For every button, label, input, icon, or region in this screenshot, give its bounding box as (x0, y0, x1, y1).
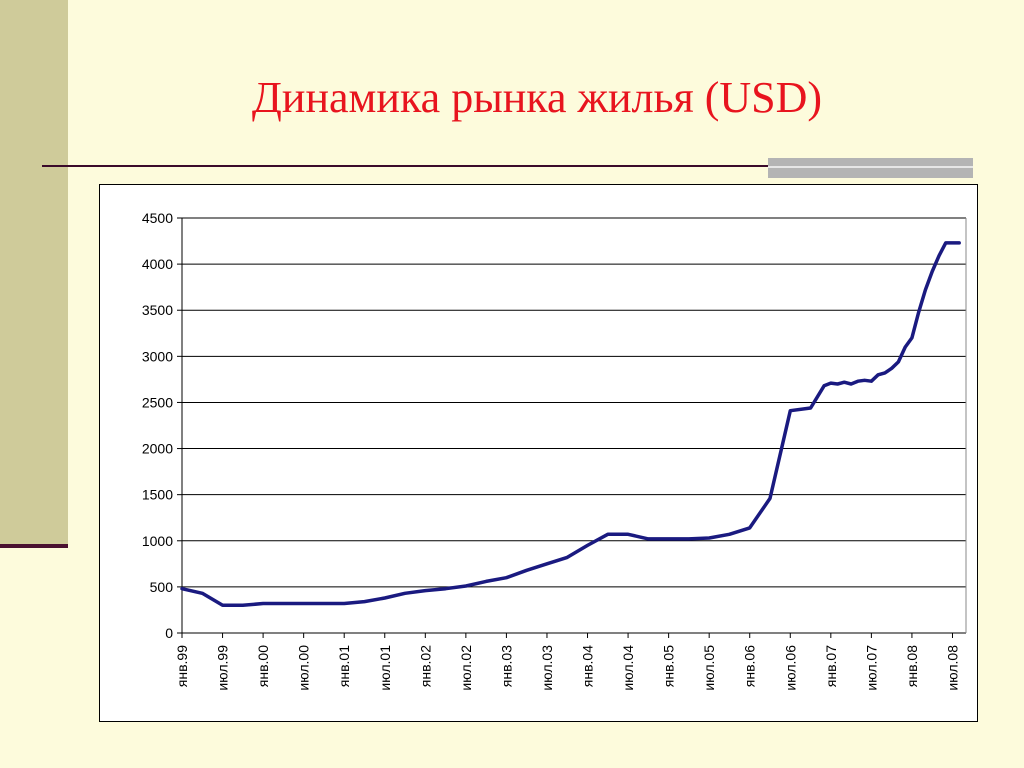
x-tick-label: июл.01 (377, 645, 393, 691)
side-band-underline (0, 544, 68, 548)
accent-bar (768, 158, 973, 178)
x-tick-label: янв.07 (823, 645, 839, 687)
x-axis: янв.99 июл.99 янв.00 июл.00 янв.01 июл.01 янв.… (174, 218, 967, 691)
grid-lines (182, 217, 966, 588)
x-tick-label: июл.00 (296, 645, 312, 691)
y-axis: 0 500 1000 1500 2000 2500 3000 3500 4000 4500 (142, 210, 183, 641)
x-tick-label: янв.06 (742, 645, 758, 687)
side-band (0, 0, 68, 545)
title-divider (42, 165, 972, 167)
slide-title: Динамика рынка жилья (USD) (251, 73, 823, 122)
y-tick-label: 1500 (142, 487, 173, 503)
chart-frame: 0 500 1000 1500 2000 2500 3000 3500 4000 4500 янв… (99, 184, 978, 722)
x-tick-label: июл.03 (539, 645, 555, 691)
y-tick-label: 2000 (142, 441, 173, 457)
x-tick-label: янв.05 (661, 645, 677, 687)
y-tick-label: 4000 (142, 256, 173, 272)
x-tick-label: янв.04 (580, 645, 596, 687)
x-tick-label: янв.00 (255, 645, 271, 687)
series-line (180, 241, 961, 608)
y-tick-label: 3000 (142, 348, 173, 364)
line-chart: 0 500 1000 1500 2000 2500 3000 3500 4000 4500 янв… (142, 210, 967, 691)
x-tick-label: июл.07 (863, 645, 879, 691)
x-tick-label: июл.08 (944, 645, 960, 691)
x-tick-label: янв.03 (498, 645, 514, 687)
y-tick-label: 3500 (142, 302, 173, 318)
series-group (180, 241, 961, 608)
y-tick-label: 500 (150, 579, 174, 595)
x-tick-label: янв.08 (904, 645, 920, 687)
x-tick-label: янв.01 (336, 645, 352, 687)
y-tick-label: 2500 (142, 394, 173, 410)
x-tick-label: июл.06 (782, 645, 798, 691)
x-tick-label: июл.04 (620, 645, 636, 691)
x-tick-label: янв.99 (174, 645, 190, 687)
y-tick-label: 1000 (142, 533, 173, 549)
y-tick-label: 4500 (142, 210, 173, 226)
x-tick-label: июл.02 (458, 645, 474, 691)
x-tick-label: янв.02 (417, 645, 433, 687)
x-tick-label: июл.05 (701, 645, 717, 691)
y-tick-label: 0 (165, 625, 173, 641)
x-tick-label: июл.99 (215, 645, 231, 691)
